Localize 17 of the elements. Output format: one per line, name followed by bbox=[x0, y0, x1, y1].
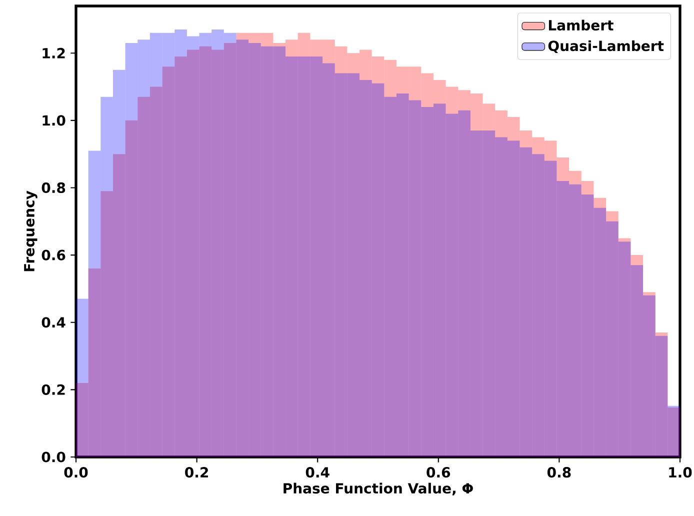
x-tick-label: 1.0 bbox=[669, 467, 692, 478]
legend-label: Lambert bbox=[548, 20, 614, 31]
y-tick-label: 1.0 bbox=[42, 115, 66, 126]
y-tick-label: 0.0 bbox=[42, 452, 66, 462]
x-tick-label: 0.4 bbox=[306, 467, 330, 478]
x-tick-label: 0.0 bbox=[64, 467, 88, 478]
x-axis-title: Phase Function Value, Φ bbox=[284, 482, 473, 496]
legend-label: Quasi-Lambert bbox=[548, 40, 664, 54]
y-tick-label: 0.2 bbox=[42, 384, 65, 395]
x-tick-label: 0.6 bbox=[426, 467, 450, 478]
y-tick-label: 0.4 bbox=[42, 317, 66, 328]
y-tick-label: 0.6 bbox=[42, 250, 66, 260]
y-axis-title: Frequency bbox=[24, 190, 38, 272]
y-tick-label: 1.2 bbox=[42, 48, 65, 58]
y-tick-label: 0.8 bbox=[42, 182, 66, 194]
x-tick-label: 0.8 bbox=[547, 467, 571, 478]
x-tick-label: 0.2 bbox=[185, 467, 208, 478]
